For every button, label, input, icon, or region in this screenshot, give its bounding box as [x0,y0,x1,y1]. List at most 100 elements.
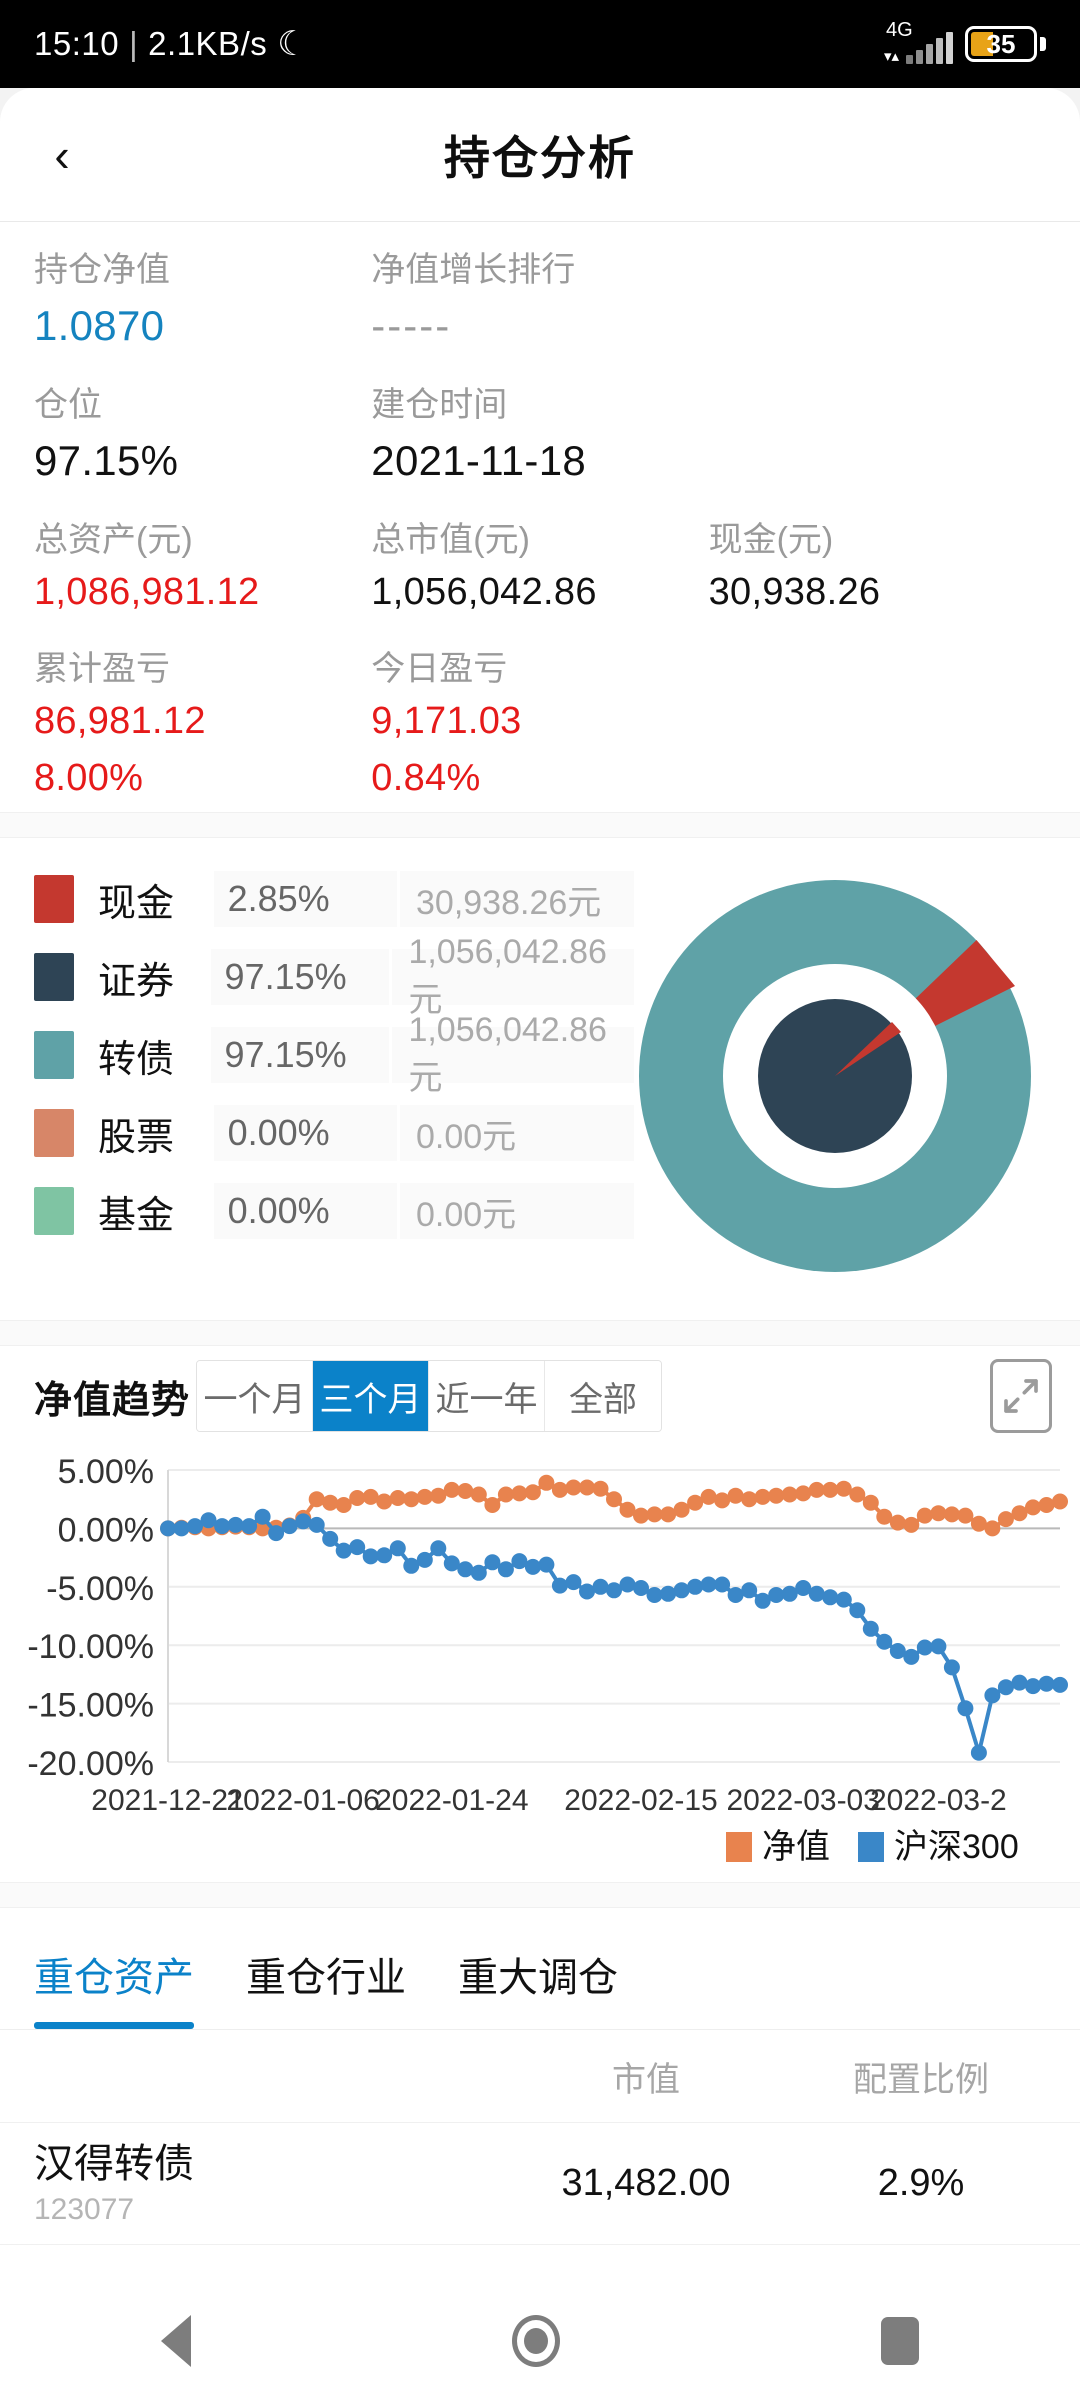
data-point [524,1558,541,1575]
status-bar-left: 15:10 | 2.1KB/s ☾ [34,25,308,63]
data-point [781,1585,798,1602]
data-point [943,1659,960,1676]
data-point [511,1485,528,1502]
holdings-tab-重仓行业[interactable]: 重仓行业 [246,1956,406,2000]
nav-home-icon[interactable] [511,2315,560,2367]
position-cell: 仓位 97.15% [34,383,371,492]
summary-row-3: 总资产(元) 1,086,981.12 总市值(元) 1,056,042.86 … [34,518,1046,621]
holdings-tab-重大调仓[interactable]: 重大调仓 [458,1956,618,2000]
data-point [876,1508,893,1525]
data-point [214,1518,231,1535]
x-axis-tick-label: 2022-01-24 [375,1784,528,1817]
range-tab-三个月[interactable]: 三个月 [313,1361,430,1431]
data-point [200,1512,217,1529]
allocation-legend: 现金 2.85% 30,938.26元 证券 97.15% 1,056,042.86元 转债… [34,860,634,1250]
holdings-tab-重仓资产[interactable]: 重仓资产 [34,1945,194,2029]
nav-back-icon[interactable] [160,2315,191,2367]
range-tab-近一年[interactable]: 近一年 [429,1361,546,1431]
expand-icon[interactable] [990,1359,1052,1433]
data-point [497,1486,514,1503]
back-button[interactable]: ‹ [54,128,70,181]
summary-empty-cell-3 [709,647,1046,807]
data-point [781,1486,798,1503]
cash-value: 30,938.26 [708,570,881,613]
data-point [227,1516,244,1533]
range-tab-一个月[interactable]: 一个月 [197,1361,314,1431]
table-row[interactable]: 汉得转债 123077 31,482.00 2.9% [0,2122,1080,2244]
legend-color-swatch [34,875,74,923]
data-point [565,1479,582,1496]
legend-percent: 2.85% [213,871,397,927]
data-point [754,1592,771,1609]
range-tab-全部[interactable]: 全部 [545,1361,662,1431]
data-point [457,1561,474,1578]
legend-percent: 0.00% [213,1105,397,1161]
data-point [984,1687,1001,1704]
chart-legend-swatch [858,1832,884,1862]
moon-icon: ☾ [277,25,309,63]
data-point [957,1700,974,1717]
summary-empty-cell-1 [709,248,1046,357]
table-row-partial[interactable] [0,2244,1080,2284]
row-name-cell: 汉得转债 123077 [34,2141,496,2227]
data-point [970,1515,987,1532]
data-point [308,1491,325,1508]
data-point [430,1540,447,1557]
data-point [687,1494,704,1511]
section-divider-1 [0,812,1080,838]
legend-color-swatch [34,1187,74,1235]
holdings-table-header: 市值 配置比例 [0,2030,1080,2122]
data-point [389,1540,406,1557]
data-point [241,1518,258,1535]
data-point [1052,1493,1068,1510]
legend-label: 转债 [98,1038,175,1081]
trend-range-selector[interactable]: 一个月 三个月 近一年 全部 [196,1360,663,1432]
nav-recents-icon[interactable] [881,2317,920,2365]
data-point [281,1518,298,1535]
battery-icon: 35 [965,26,1046,62]
data-point [416,1488,433,1505]
legend-row: 基金 0.00% 0.00元 [34,1172,634,1250]
y-axis-tick-label: -5.00% [46,1570,154,1608]
net-value-cell: 持仓净值 1.0870 [34,248,371,357]
data-point [322,1494,339,1511]
row-ratio: 2.9% [877,2162,965,2204]
data-point [835,1591,852,1608]
chart-legend-label: 净值 [762,1828,830,1866]
data-point [714,1492,731,1509]
data-point [768,1587,785,1603]
data-point [876,1633,893,1650]
data-point [349,1539,366,1556]
summary-row-4: 累计盈亏 86,981.12 8.00% 今日盈亏 9,171.03 0.84% [34,647,1046,807]
network-type-label: 4G [886,19,913,41]
data-point [443,1555,460,1572]
cumulative-pl-cell: 累计盈亏 86,981.12 8.00% [34,647,371,807]
data-point [335,1542,352,1559]
legend-percent: 0.00% [213,1183,397,1239]
data-point [592,1578,609,1595]
x-axis-tick-label: 2022-02-15 [564,1784,717,1817]
holdings-tabs[interactable]: 重仓资产 重仓行业 重大调仓 [0,1908,1080,2030]
legend-color-swatch [34,953,74,1001]
trend-chart[interactable]: 5.00% 0.00% -5.00% -10.00% -15.00% -20.00% 202… [0,1446,1080,1866]
total-assets-label: 总资产(元) [34,520,193,559]
data-point [565,1574,582,1591]
chart-legend-label: 沪深300 [894,1828,1019,1866]
data-point [727,1487,744,1504]
total-assets-cell: 总资产(元) 1,086,981.12 [34,518,371,621]
data-point [822,1481,839,1498]
data-point [187,1518,203,1535]
market-value-value: 1,056,042.86 [371,570,597,613]
summary-row-1: 持仓净值 1.0870 净值增长排行 ----- [34,248,1046,357]
legend-row: 证券 97.15% 1,056,042.86元 [34,933,634,1019]
data-point [997,1679,1014,1696]
today-pl-cell: 今日盈亏 9,171.03 0.84% [371,647,708,807]
data-point [889,1643,906,1659]
data-point [619,1576,636,1593]
market-value-cell: 总市值(元) 1,056,042.86 [371,518,708,621]
data-point [646,1587,663,1603]
data-point [903,1648,920,1665]
position-value: 97.15% [34,436,179,484]
legend-label: 证券 [98,960,175,1003]
legend-amount: 0.00元 [400,1105,634,1161]
